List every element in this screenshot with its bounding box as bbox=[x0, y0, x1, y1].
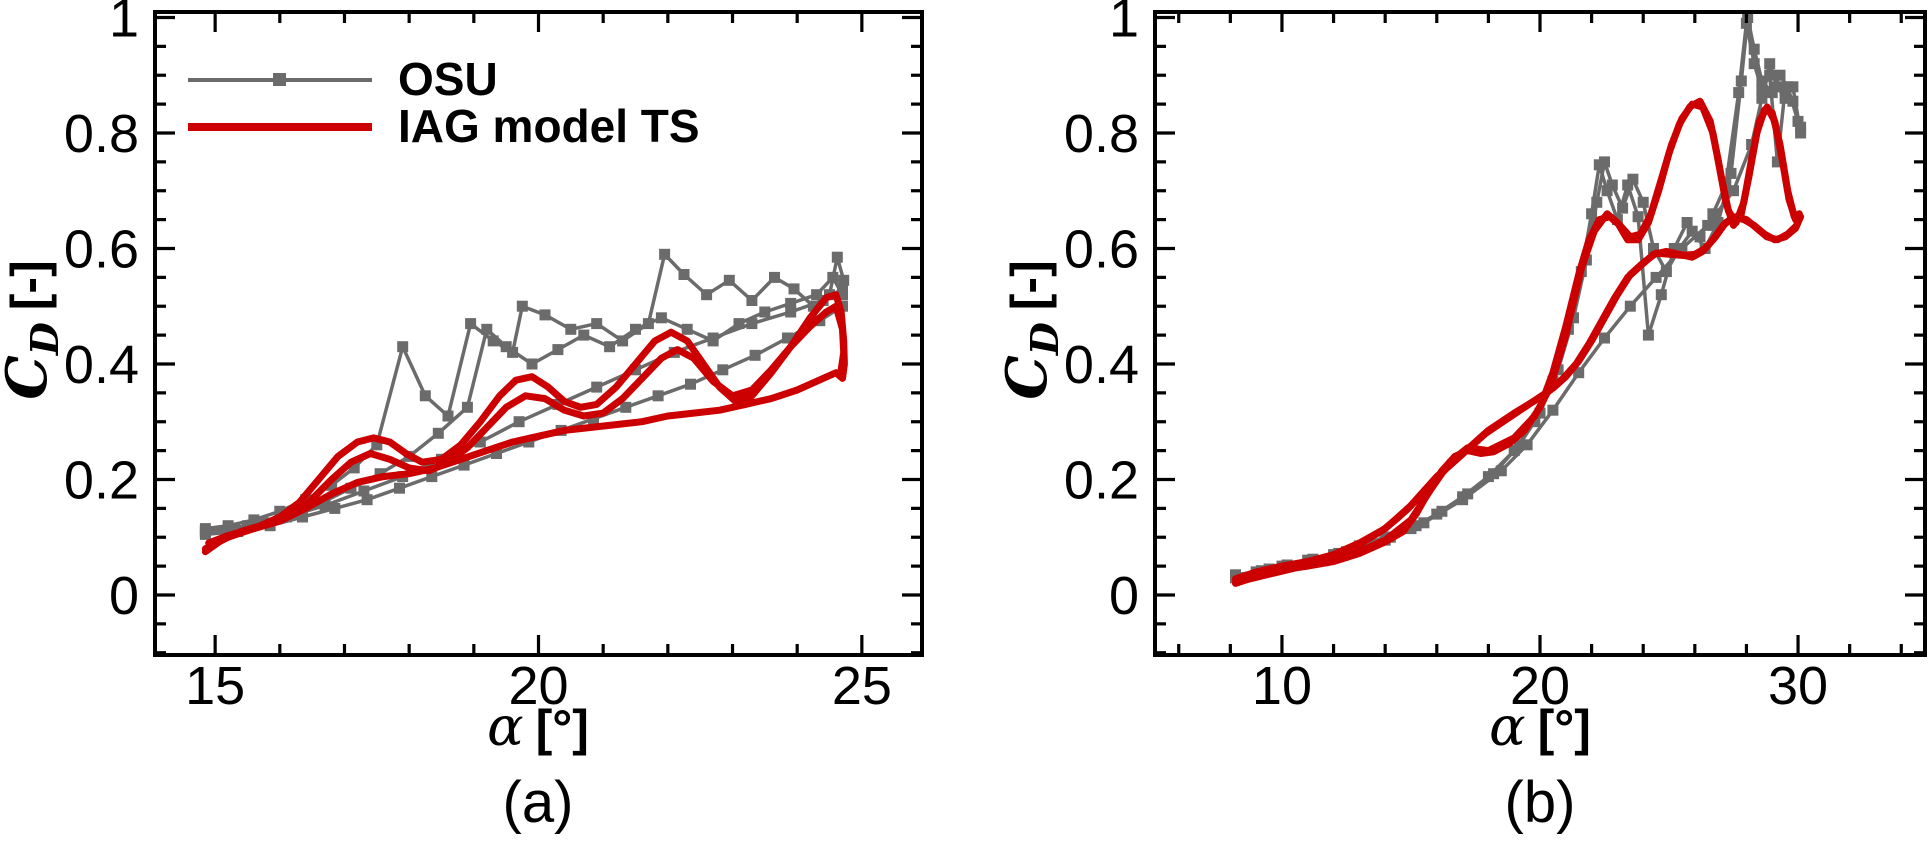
svg-text:0.6: 0.6 bbox=[64, 219, 139, 279]
svg-text:0.2: 0.2 bbox=[1064, 450, 1139, 510]
chart-a: 15 20 25 0 0.2 0.4 0.6 0.8 1 bbox=[64, 0, 924, 716]
svg-text:0.8: 0.8 bbox=[64, 104, 139, 164]
svg-text:30: 30 bbox=[1768, 656, 1828, 716]
svg-text:1: 1 bbox=[109, 0, 139, 48]
legend-item-iag: IAG model TS bbox=[188, 103, 700, 150]
legend: OSU IAG model TS bbox=[188, 56, 700, 150]
svg-text:0: 0 bbox=[1109, 566, 1139, 626]
legend-item-osu: OSU bbox=[188, 56, 700, 103]
svg-text:0.6: 0.6 bbox=[1064, 219, 1139, 279]
svg-text:15: 15 bbox=[185, 656, 245, 716]
svg-text:0.4: 0.4 bbox=[1064, 335, 1139, 395]
x-axis-label-b: α [°] bbox=[1489, 695, 1591, 758]
iag-line-sample bbox=[188, 103, 372, 150]
legend-label-iag: IAG model TS bbox=[398, 100, 700, 152]
svg-text:1: 1 bbox=[1109, 0, 1139, 48]
legend-label-osu: OSU bbox=[398, 53, 498, 105]
svg-text:25: 25 bbox=[832, 656, 892, 716]
caption-b: (b) bbox=[1504, 770, 1576, 835]
caption-a: (a) bbox=[502, 770, 574, 835]
y-axis-label-a: CD[-] bbox=[0, 260, 67, 400]
chart-b: 10 20 30 0 0.2 0.4 0.6 0.8 1 bbox=[1064, 0, 1927, 716]
x-axis-label-a: α [°] bbox=[487, 695, 589, 758]
svg-text:10: 10 bbox=[1252, 656, 1312, 716]
svg-text:20: 20 bbox=[508, 656, 568, 716]
svg-text:0.8: 0.8 bbox=[1064, 104, 1139, 164]
y-axis-label-b: CD[-] bbox=[994, 260, 1067, 400]
svg-text:20: 20 bbox=[1510, 656, 1570, 716]
square-marker-icon bbox=[273, 72, 286, 86]
svg-text:0.2: 0.2 bbox=[64, 450, 139, 510]
osu-line-sample bbox=[188, 56, 372, 103]
svg-text:0: 0 bbox=[109, 566, 139, 626]
svg-text:0.4: 0.4 bbox=[64, 335, 139, 395]
